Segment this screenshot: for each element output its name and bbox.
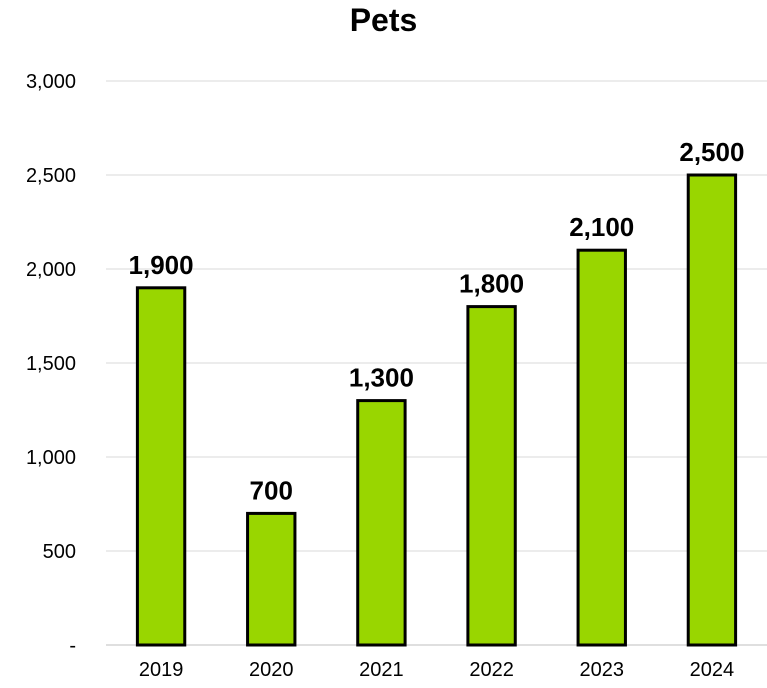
x-tick-label-2024: 2024 xyxy=(690,659,735,681)
gridlines xyxy=(106,80,767,646)
data-label-2019: 1,900 xyxy=(129,250,194,280)
y-tick-label: 3,000 xyxy=(26,71,76,93)
data-label-2020: 700 xyxy=(250,475,293,505)
data-labels: 1,900 700 1,300 1,800 2,100 2,500 xyxy=(129,137,745,505)
data-label-2023: 2,100 xyxy=(569,212,634,242)
data-label-2022: 1,800 xyxy=(459,269,524,299)
bar-2024 xyxy=(686,173,738,647)
y-tick-label: 2,500 xyxy=(26,165,76,187)
bar-2019 xyxy=(135,286,187,647)
bar-2023 xyxy=(576,248,627,647)
y-axis: - 500 1,000 1,500 2,000 2,500 3,000 xyxy=(26,71,76,657)
chart-title: Pets xyxy=(349,2,418,38)
x-tick-label-2022: 2022 xyxy=(469,659,514,681)
x-tick-label-2021: 2021 xyxy=(359,659,404,681)
x-tick-label-2019: 2019 xyxy=(139,659,184,681)
y-tick-label: 2,000 xyxy=(26,259,76,281)
bar-2022 xyxy=(466,305,517,647)
data-label-2021: 1,300 xyxy=(349,363,414,393)
bars xyxy=(135,173,738,647)
y-tick-label: 1,000 xyxy=(26,447,76,469)
y-tick-label: - xyxy=(69,635,76,657)
x-axis: 2019 2020 2021 2022 2023 2024 xyxy=(139,659,734,681)
x-tick-label-2020: 2020 xyxy=(249,659,294,681)
y-tick-label: 1,500 xyxy=(26,353,76,375)
x-tick-label-2023: 2023 xyxy=(580,659,625,681)
bar-2020 xyxy=(246,511,297,647)
bar-2021 xyxy=(356,399,407,647)
data-label-2024: 2,500 xyxy=(679,137,744,167)
y-tick-label: 500 xyxy=(43,541,76,563)
